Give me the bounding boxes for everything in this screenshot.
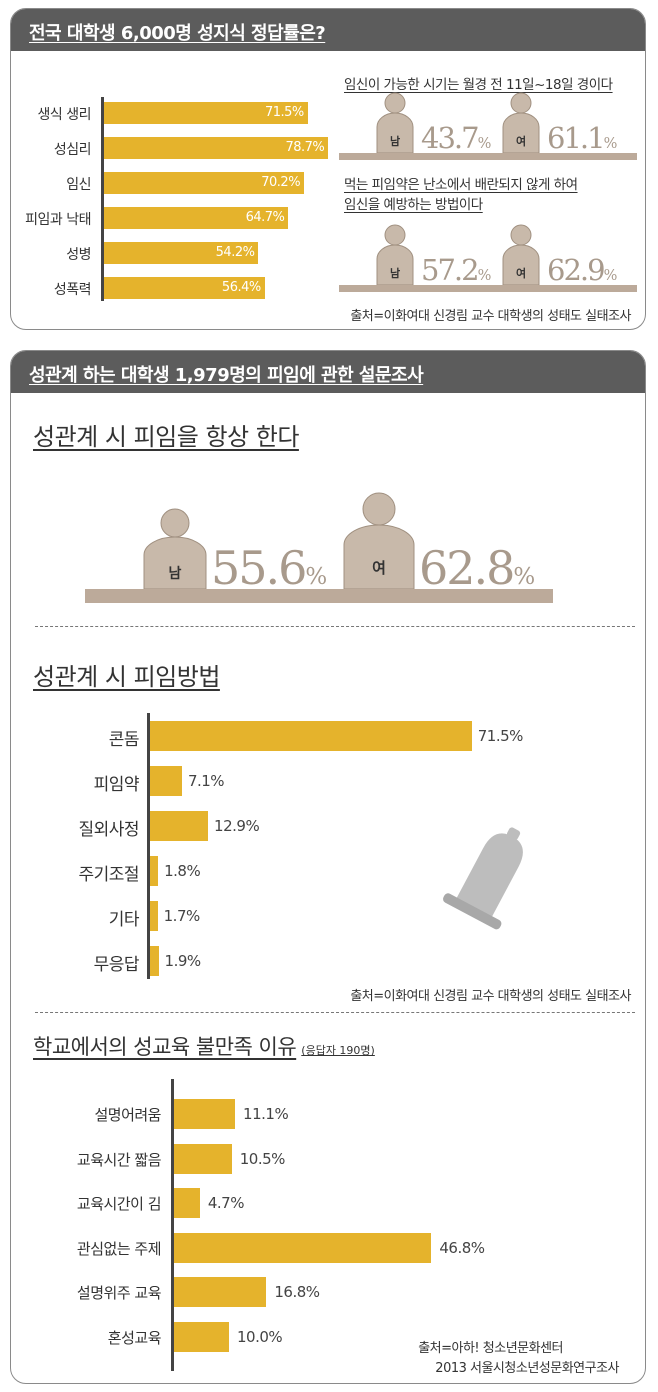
ground-line xyxy=(339,285,637,292)
bar-value-label: 10.5% xyxy=(239,1149,286,1168)
bar xyxy=(174,1143,232,1174)
bar-value-label: 7.1% xyxy=(187,772,225,790)
category-label: 무응답 xyxy=(93,955,140,975)
category-label: 생식 생리 xyxy=(37,107,92,123)
category-label: 주기조절 xyxy=(78,865,139,885)
bar-value-label: 16.8% xyxy=(274,1283,320,1301)
bar xyxy=(174,1321,229,1352)
section-title: 성관계 시 피임방법 xyxy=(33,663,220,691)
category-label: 관심없는 주제 xyxy=(76,1239,162,1258)
source-note: 출처=이화여대 신경림 교수 대학생의 성태도 실태조사 xyxy=(350,309,631,324)
bar-value-label: 78.7% xyxy=(285,140,325,155)
chart-axis xyxy=(171,1079,174,1371)
source-note: 2013 서울시청소년성문화연구조사 xyxy=(435,1361,619,1376)
bar xyxy=(174,1232,432,1263)
category-label: 혼성교육 xyxy=(107,1328,162,1347)
chart-axis xyxy=(101,97,104,301)
category-label: 성폭력 xyxy=(53,282,92,298)
panel-header: 전국 대학생 6,000명 성지식 정답률은? xyxy=(11,9,645,51)
question-caption: 임신을 예방하는 방법이다 xyxy=(344,197,483,213)
bar-value-label: 1.9% xyxy=(164,952,202,970)
bar xyxy=(150,901,158,931)
category-label: 질외사정 xyxy=(78,820,139,840)
female-percentage: 62.9% xyxy=(547,253,617,287)
category-label: 임신 xyxy=(66,177,91,193)
female-percentage: 62.8% xyxy=(419,541,535,595)
category-label: 설명위주 교육 xyxy=(76,1284,162,1302)
source-note: 출처=이화여대 신경림 교수 대학생의 성태도 실태조사 xyxy=(350,989,631,1004)
bar-value-label: 12.9% xyxy=(214,817,260,835)
ground-line xyxy=(85,589,553,603)
category-label: 교육시간이 김 xyxy=(76,1195,162,1213)
female-person-icon xyxy=(499,91,543,157)
bar xyxy=(150,811,209,841)
male-person-icon xyxy=(373,223,417,289)
bar xyxy=(150,766,182,796)
panel-title: 전국 대학생 6,000명 성지식 정답률은? xyxy=(29,23,326,44)
bar xyxy=(174,1277,267,1307)
category-label: 성심리 xyxy=(53,142,92,158)
bar-value-label: 4.7% xyxy=(207,1194,245,1212)
male-label: 남 xyxy=(389,267,401,280)
condom-icon xyxy=(431,821,551,935)
category-label: 피임과 낙태 xyxy=(25,212,91,228)
source-note: 출처=아하! 청소년문화센터 xyxy=(418,1341,563,1356)
male-label: 남 xyxy=(389,135,401,148)
bar-value-label: 10.0% xyxy=(237,1327,283,1346)
bar-value-label: 56.4% xyxy=(221,280,261,295)
ground-line xyxy=(339,153,637,160)
respondent-note: (응답자 190명) xyxy=(301,1044,375,1057)
female-person-icon xyxy=(499,223,543,289)
category-label: 기타 xyxy=(108,910,140,930)
divider xyxy=(35,1012,635,1013)
bar-value-label: 11.1% xyxy=(243,1105,289,1123)
question-caption: 먹는 피임약은 난소에서 배란되지 않게 하여 xyxy=(344,177,578,193)
section-title: 학교에서의 성교육 불만족 이유 xyxy=(33,1035,297,1059)
bar xyxy=(104,242,259,264)
panel-title: 성관계 하는 대학생 1,979명의 피임에 관한 설문조사 xyxy=(29,365,424,386)
male-label: 남 xyxy=(168,566,182,582)
category-label: 피임약 xyxy=(93,775,140,795)
male-percentage: 57.2% xyxy=(421,253,491,287)
bar xyxy=(174,1099,236,1129)
bar-value-label: 71.5% xyxy=(264,105,304,120)
bar xyxy=(150,946,159,976)
category-label: 성병 xyxy=(66,247,91,263)
female-label: 여 xyxy=(515,267,527,280)
bar xyxy=(104,172,305,194)
male-person-icon xyxy=(139,507,211,593)
bar-value-label: 1.7% xyxy=(163,907,201,925)
category-label: 교육시간 짧음 xyxy=(76,1150,162,1169)
section-title-row: 학교에서의 성교육 불만족 이유 (응답자 190명) xyxy=(33,1031,375,1061)
chart-axis xyxy=(147,713,150,979)
bar-value-label: 1.8% xyxy=(164,862,201,880)
male-percentage: 55.6% xyxy=(211,541,327,595)
bar xyxy=(104,207,289,229)
male-person-icon xyxy=(373,91,417,157)
divider xyxy=(35,626,635,627)
female-label: 여 xyxy=(372,559,386,577)
bar-value-label: 71.5% xyxy=(477,727,524,745)
bar-value-label: 54.2% xyxy=(215,245,255,260)
contraception-panel: 성관계 하는 대학생 1,979명의 피임에 관한 설문조사 성관계 시 피임을… xyxy=(10,350,646,1384)
bar xyxy=(104,277,265,299)
knowledge-panel: 전국 대학생 6,000명 성지식 정답률은? 생식 생리 71.5% 성심리 78.… xyxy=(10,8,646,330)
panel-header: 성관계 하는 대학생 1,979명의 피임에 관한 설문조사 xyxy=(11,351,645,393)
bar xyxy=(104,102,308,124)
category-label: 설명어려움 xyxy=(94,1106,161,1124)
question-caption: 임신이 가능한 시기는 월경 전 11일~18일 경이다 xyxy=(344,77,613,93)
female-label: 여 xyxy=(515,135,527,148)
bar xyxy=(104,137,329,159)
category-label: 콘돔 xyxy=(108,730,140,750)
female-percentage: 61.1% xyxy=(547,121,617,155)
bar xyxy=(150,721,472,751)
bar-value-label: 46.8% xyxy=(439,1238,485,1257)
male-percentage: 43.7% xyxy=(421,121,491,155)
bar xyxy=(150,856,159,886)
bar xyxy=(174,1188,200,1218)
bar-value-label: 64.7% xyxy=(245,210,285,225)
female-person-icon xyxy=(339,491,419,593)
bar-value-label: 70.2% xyxy=(261,175,301,190)
section-title: 성관계 시 피임을 항상 한다 xyxy=(33,423,299,451)
